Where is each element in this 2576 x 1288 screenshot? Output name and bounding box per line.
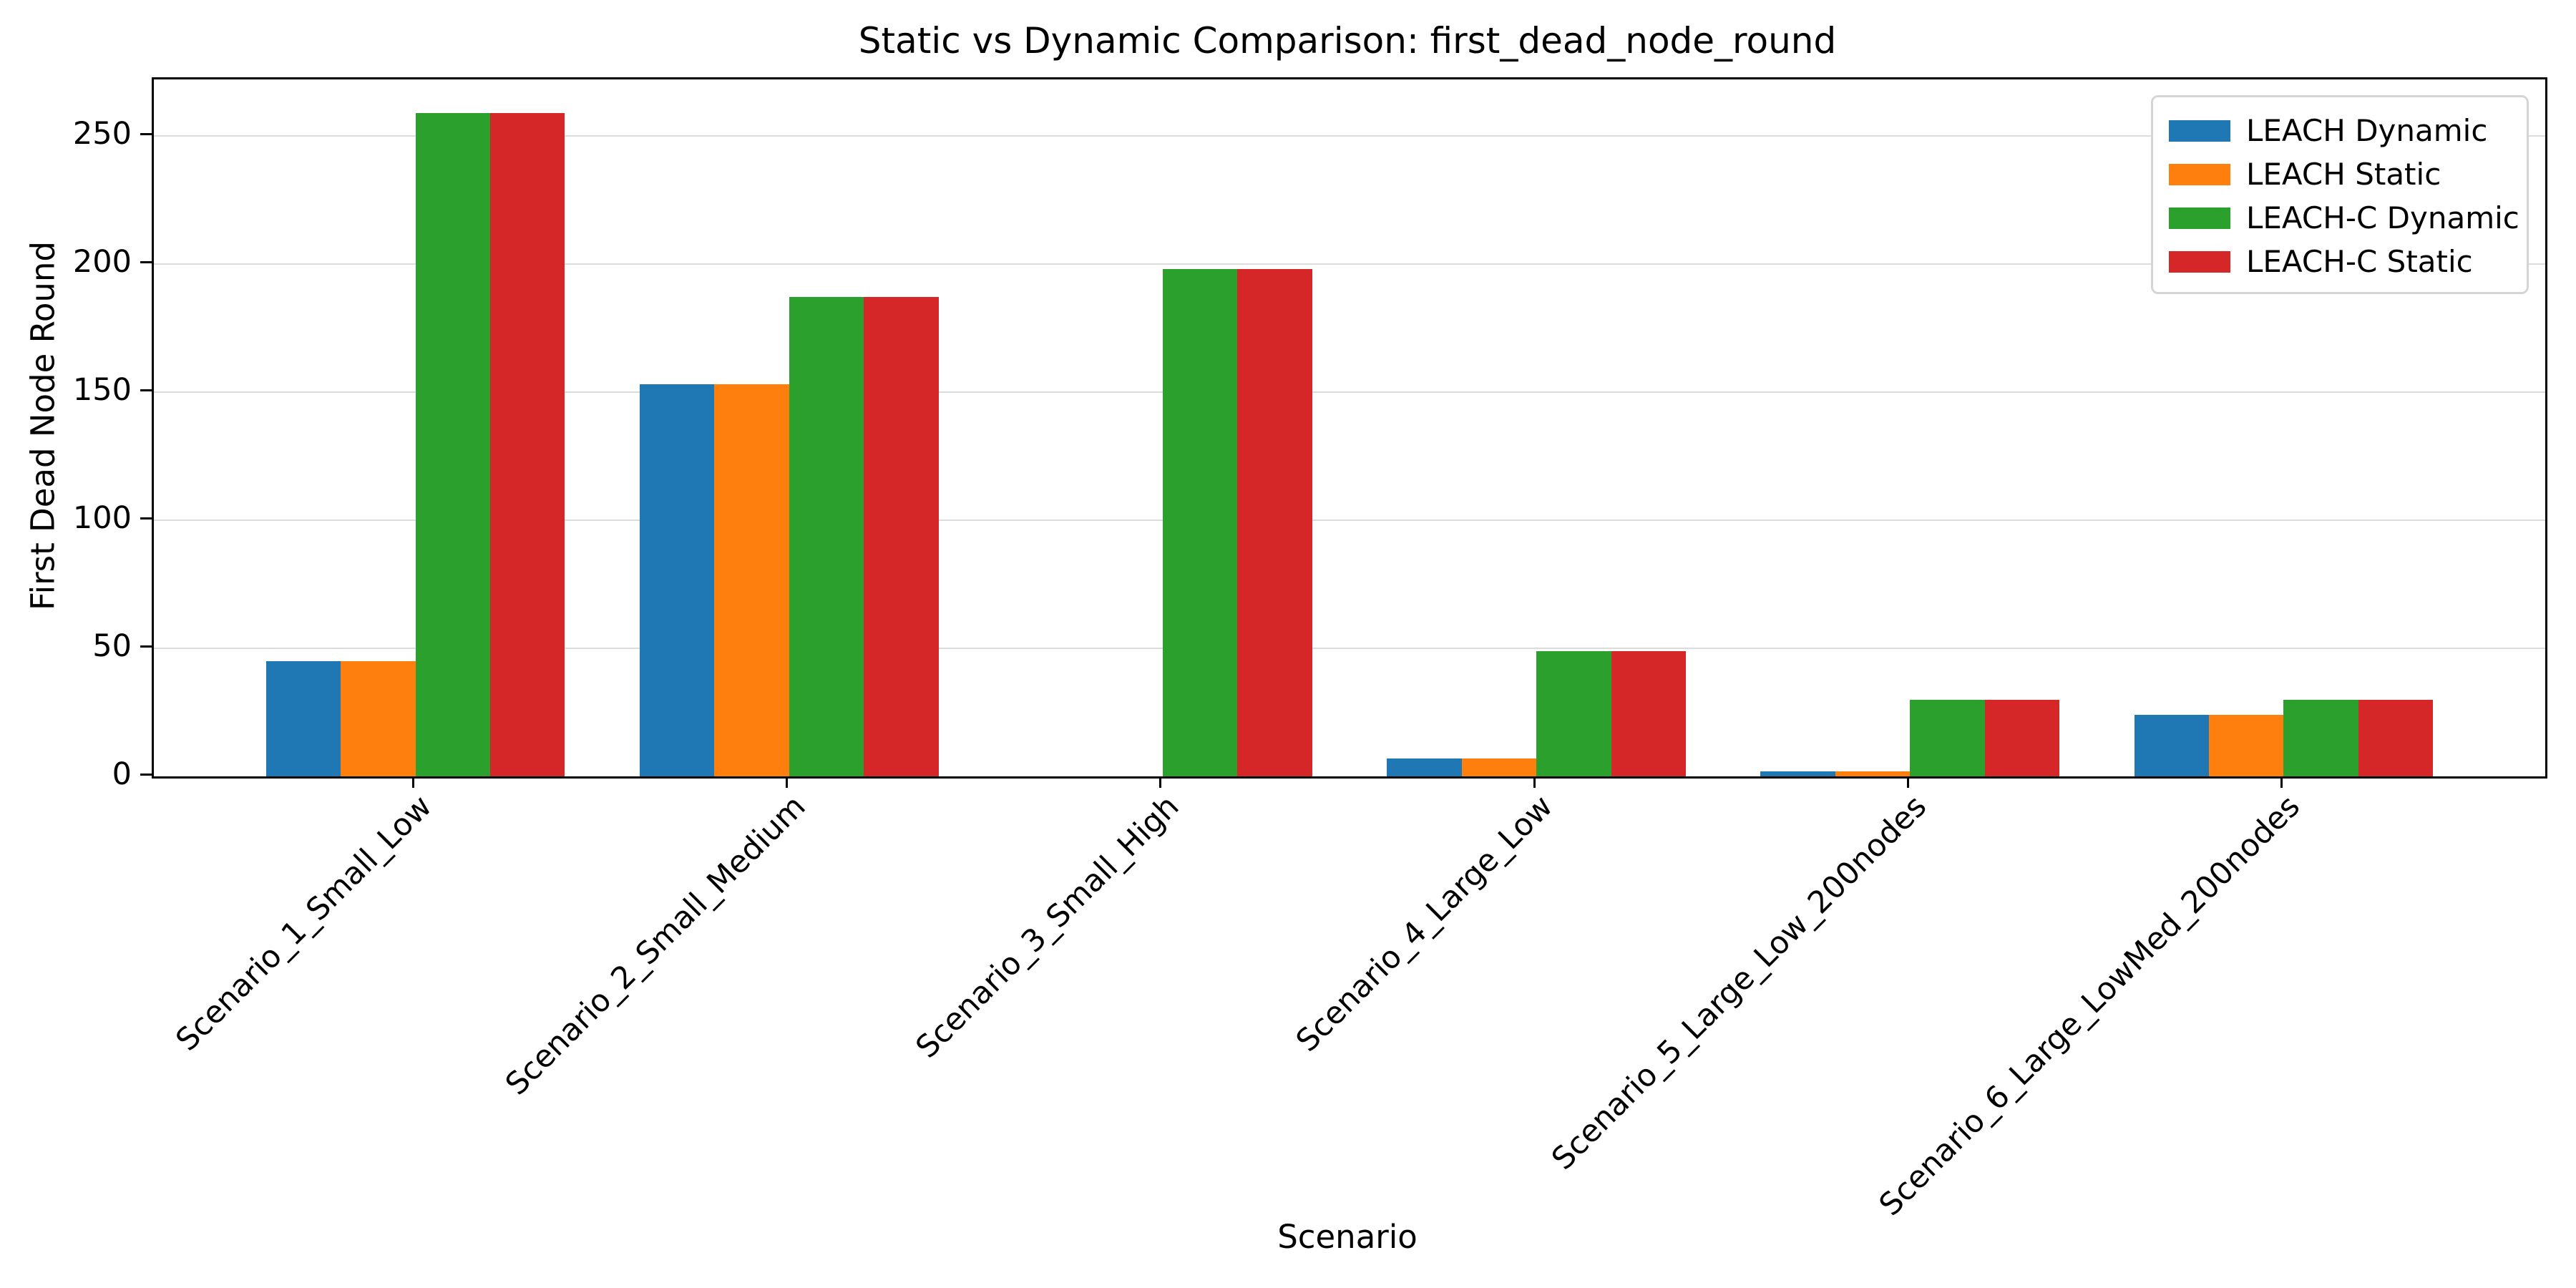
legend-label: LEACH-C Dynamic	[2246, 200, 2519, 235]
bar	[864, 297, 939, 776]
bar	[1910, 699, 1985, 776]
x-tick-mark	[2280, 776, 2283, 788]
x-tick-label: Scenario_4_Large_Low	[1289, 789, 1560, 1059]
legend-item: LEACH-C Static	[2169, 240, 2527, 283]
bar	[2134, 715, 2210, 776]
y-tick-label: 200	[72, 243, 132, 280]
y-tick-label: 100	[72, 499, 132, 536]
legend-item: LEACH Dynamic	[2169, 109, 2527, 152]
y-gridline	[154, 391, 2545, 393]
legend-swatch	[2169, 163, 2230, 185]
x-tick-mark	[786, 776, 789, 788]
legend-label: LEACH Dynamic	[2246, 113, 2488, 148]
x-tick-label: Scenario_2_Small_Medium	[498, 789, 813, 1103]
y-tick-label: 50	[92, 628, 132, 664]
bar	[1611, 650, 1686, 776]
bar	[2209, 715, 2284, 776]
x-tick-label: Scenario_3_Small_High	[909, 789, 1186, 1065]
x-tick-mark	[1906, 776, 1909, 788]
bar	[2283, 699, 2358, 776]
x-tick-label: Scenario_6_Large_LowMed_200nodes	[1872, 789, 2307, 1224]
x-axis-label: Scenario	[1277, 1218, 1418, 1256]
y-gridline	[154, 519, 2545, 521]
legend-label: LEACH-C Static	[2246, 244, 2473, 279]
y-gridline	[154, 135, 2545, 137]
chart-title: Static vs Dynamic Comparison: first_dead…	[858, 20, 1837, 62]
x-tick-mark	[1533, 776, 1536, 788]
bar	[415, 112, 490, 776]
y-tick-mark	[140, 645, 152, 648]
y-tick-mark	[140, 389, 152, 391]
bar	[714, 384, 789, 776]
y-tick-label: 150	[72, 371, 132, 408]
bar	[1162, 269, 1238, 776]
bar	[1984, 699, 2060, 776]
bar	[1461, 758, 1537, 776]
y-tick-mark	[140, 260, 152, 263]
legend-swatch	[2169, 119, 2230, 142]
bar	[1387, 758, 1462, 776]
legend-item: LEACH-C Dynamic	[2169, 196, 2527, 240]
y-gridline	[154, 263, 2545, 265]
plot-area	[152, 77, 2547, 779]
bar	[1237, 269, 1312, 776]
bar	[1835, 771, 1911, 776]
bar	[265, 660, 341, 776]
legend-swatch	[2169, 250, 2230, 273]
bar	[1536, 650, 1611, 776]
bar	[2358, 699, 2434, 776]
x-tick-mark	[412, 776, 415, 788]
x-tick-label: Scenario_5_Large_Low_200nodes	[1544, 789, 1933, 1177]
legend-item: LEACH Static	[2169, 152, 2527, 196]
y-axis-label: First Dead Node Round	[24, 241, 62, 610]
y-tick-mark	[140, 132, 152, 135]
bar	[1760, 771, 1835, 776]
bar	[341, 660, 416, 776]
legend-label: LEACH Static	[2246, 157, 2441, 192]
y-tick-mark	[140, 774, 152, 776]
bar	[489, 112, 565, 776]
legend-swatch	[2169, 207, 2230, 229]
y-tick-label: 0	[112, 756, 132, 792]
bar	[639, 384, 715, 776]
y-tick-label: 250	[72, 115, 132, 152]
y-tick-mark	[140, 517, 152, 519]
y-gridline	[154, 647, 2545, 649]
legend: LEACH Dynamic LEACH Static LEACH-C Dynamic…	[2151, 95, 2529, 294]
x-tick-mark	[1159, 776, 1162, 788]
bar	[789, 297, 864, 776]
x-tick-label: Scenario_1_Small_Low	[169, 789, 439, 1058]
